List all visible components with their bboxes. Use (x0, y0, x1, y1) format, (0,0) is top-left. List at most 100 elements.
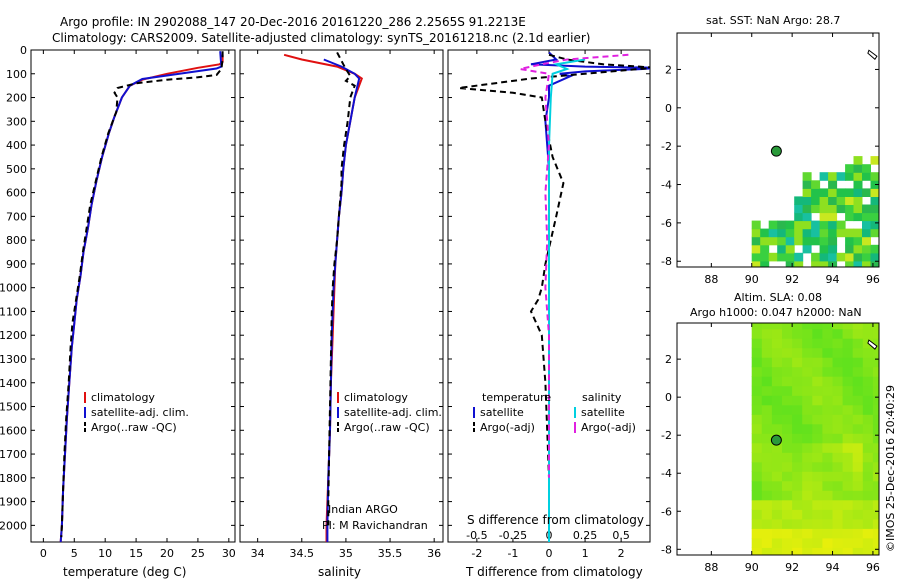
sla-cell (852, 328, 864, 339)
sst-cell (828, 172, 838, 181)
sla-cell (862, 323, 874, 330)
sla-cell (751, 518, 763, 529)
sla-cell (832, 423, 844, 434)
s-tick-label: -0.25 (499, 529, 527, 542)
sst-cell (768, 236, 778, 246)
sst-cell (794, 260, 804, 267)
sst-cell (828, 236, 838, 246)
sst-cell (862, 236, 871, 246)
y-tick-label: 1100 (0, 305, 27, 318)
sla-cell (761, 461, 773, 472)
sst-cell (862, 212, 871, 222)
sla-cell (782, 376, 793, 387)
sla-cell (792, 423, 803, 434)
sst-cell (853, 244, 863, 254)
sla-cell (802, 452, 813, 463)
sst-cell (828, 180, 838, 189)
sst-cell (819, 212, 829, 222)
sst-cell (777, 252, 787, 262)
sla-cell (822, 338, 833, 349)
sla-cell (812, 518, 823, 529)
x-tick-label: 96 (866, 273, 880, 286)
sst-cell (879, 237, 888, 246)
sla-cell (852, 385, 864, 396)
sla-cell (802, 357, 813, 368)
sla-cell (761, 480, 773, 491)
sla-cell (761, 433, 773, 444)
sla-cell (852, 547, 864, 555)
sst-cell (845, 172, 855, 181)
sla-cell (842, 442, 854, 453)
sla-cell (842, 509, 854, 520)
sla-cell (812, 414, 823, 425)
sla-cell (852, 404, 864, 415)
legend-label: satellite (480, 406, 524, 419)
sst-cell (811, 228, 821, 238)
sla-cell (812, 480, 823, 491)
sla-cell (802, 471, 813, 482)
sla-cell (802, 395, 813, 406)
sst-cell (785, 228, 795, 238)
sst-cell (879, 188, 888, 197)
sla-cell (761, 471, 773, 482)
map-cells (751, 323, 879, 555)
sst-cell (811, 220, 821, 230)
title-line-2: Climatology: CARS2009. Satellite-adjuste… (52, 31, 590, 45)
sla-cell (751, 490, 763, 501)
x-tick-label: 2 (618, 547, 625, 560)
x-tick-label: 15 (129, 547, 143, 560)
sla-cell (872, 357, 879, 368)
sla-cell (822, 528, 833, 539)
sla-cell (832, 385, 844, 396)
sst-cell (811, 196, 821, 205)
sla-cell (812, 323, 823, 330)
sst-cell (802, 236, 812, 246)
sst-cell (819, 204, 829, 214)
sla-cell (751, 509, 763, 520)
sla-cell (761, 338, 773, 349)
legend-label: Argo(-adj) (581, 421, 636, 434)
sst-cell (828, 228, 838, 238)
sla-cell (771, 509, 783, 520)
sla-cell (872, 518, 879, 529)
sla-cell (872, 404, 879, 415)
sst-cell (836, 188, 846, 197)
sla-cell (761, 323, 773, 330)
series-line (60, 51, 224, 538)
legend-label: satellite-adj. clim. (344, 406, 442, 419)
x-tick-label: 90 (745, 561, 759, 574)
sst-cell (845, 188, 855, 197)
sla-cell (812, 471, 823, 482)
sla-cell (792, 347, 803, 358)
sst-cell (785, 260, 795, 267)
sla-cell (852, 433, 864, 444)
y-tick-label: -2 (661, 429, 672, 442)
sla-cell (771, 547, 783, 555)
sla-cell (852, 323, 864, 330)
sla-cell (782, 471, 793, 482)
sla-cell (761, 518, 773, 529)
sst-cell (845, 236, 855, 246)
sla-cell (842, 547, 854, 555)
sla-cell (751, 357, 763, 368)
sla-cell (802, 442, 813, 453)
sla-cell (852, 357, 864, 368)
sla-cell (872, 414, 879, 425)
sst-cell (853, 156, 863, 165)
x-tick-label: 0 (40, 547, 47, 560)
sst-cell (828, 220, 838, 230)
legend-label: climatology (91, 391, 155, 404)
x-tick-label: 94 (826, 561, 840, 574)
sla-cell (771, 490, 783, 501)
sst-cell (751, 236, 761, 246)
sla-cell (812, 442, 823, 453)
sst-cell (819, 220, 829, 230)
sla-cell (822, 357, 833, 368)
legend-label: Argo(..raw -QC) (344, 421, 430, 434)
sla-cell (751, 547, 763, 555)
sla-cell (802, 328, 813, 339)
sla-cell (862, 414, 874, 425)
x-tick-label: 35 (339, 547, 353, 560)
y-tick-label: -2 (661, 140, 672, 153)
sst-cell (853, 164, 863, 173)
